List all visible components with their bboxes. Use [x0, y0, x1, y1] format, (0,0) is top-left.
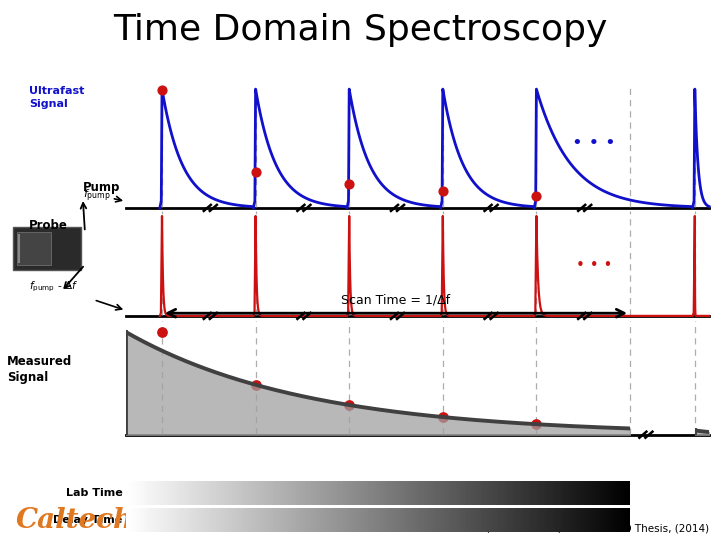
Point [437, 187, 449, 195]
Text: t = 0 ns: t = 0 ns [131, 515, 172, 525]
Bar [17, 232, 50, 265]
Point [343, 180, 355, 188]
Text: t = 0 ms: t = 0 ms [131, 488, 176, 498]
Text: Probe: Probe [29, 219, 68, 232]
Point [531, 192, 542, 200]
Point [343, 401, 355, 409]
Text: $f_{\rm pump}$: $f_{\rm pump}$ [83, 188, 111, 204]
Text: Caltech: Caltech [16, 507, 134, 534]
Text: Lab Time: Lab Time [66, 488, 122, 498]
Text: Time Domain Spectroscopy: Time Domain Spectroscopy [113, 13, 607, 46]
Text: • • •: • • • [576, 259, 612, 273]
Bar [13, 227, 81, 270]
Text: Pump: Pump [83, 181, 120, 194]
Text: t = 10 ms: t = 10 ms [569, 488, 625, 498]
Point [531, 420, 542, 429]
Text: Measured
Signal: Measured Signal [7, 355, 73, 384]
Text: Ultrafast
Signal: Ultrafast Signal [29, 86, 84, 109]
Text: Delay Time: Delay Time [53, 515, 122, 525]
Text: $f_{\rm pump}$ - $\Delta f$: $f_{\rm pump}$ - $\Delta f$ [29, 280, 78, 294]
Text: • • •: • • • [572, 134, 616, 152]
Point [250, 168, 261, 177]
Point [156, 86, 168, 95]
Point [437, 413, 449, 421]
Point [156, 328, 168, 336]
Text: Scan Time = 1/Δf: Scan Time = 1/Δf [341, 294, 451, 307]
Point [250, 381, 261, 389]
Text: t = 12.5 ns: t = 12.5 ns [561, 515, 625, 525]
Text: coherent.com; Dan Holland, Caltech Ph.D Thesis, (2014): coherent.com; Dan Holland, Caltech Ph.D … [415, 523, 709, 534]
